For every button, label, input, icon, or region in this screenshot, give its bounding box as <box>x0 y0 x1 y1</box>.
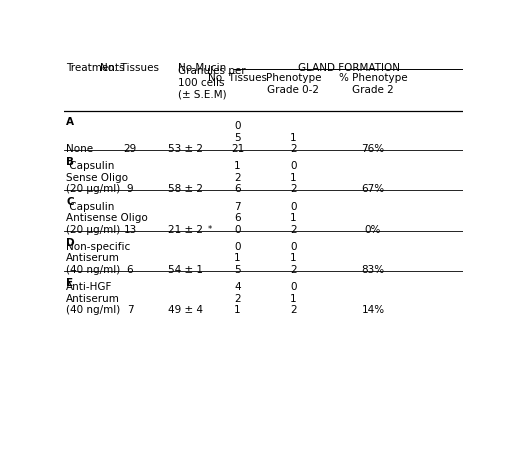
Text: 2: 2 <box>234 172 241 183</box>
Text: No. Tissues: No. Tissues <box>208 73 267 83</box>
Text: 13: 13 <box>123 224 137 234</box>
Text: 1: 1 <box>290 293 297 303</box>
Text: E: E <box>66 277 74 287</box>
Text: 14%: 14% <box>361 304 384 314</box>
Text: 67%: 67% <box>361 184 384 194</box>
Text: None: None <box>66 144 94 154</box>
Text: 0: 0 <box>234 121 241 131</box>
Text: 83%: 83% <box>361 264 384 274</box>
Text: 21 ± 2: 21 ± 2 <box>168 224 203 234</box>
Text: GLAND FORMATION: GLAND FORMATION <box>298 63 400 73</box>
Text: 2: 2 <box>290 184 297 194</box>
Text: (20 µg/ml): (20 µg/ml) <box>66 224 120 234</box>
Text: Antiserum: Antiserum <box>66 293 120 303</box>
Text: 1: 1 <box>290 172 297 183</box>
Text: (40 ng/ml): (40 ng/ml) <box>66 304 120 314</box>
Text: 0: 0 <box>290 241 297 251</box>
Text: 7: 7 <box>126 304 133 314</box>
Text: Treatments: Treatments <box>66 63 125 73</box>
Text: Antiserum: Antiserum <box>66 253 120 263</box>
Text: 6: 6 <box>126 264 133 274</box>
Text: 54 ± 1: 54 ± 1 <box>168 264 203 274</box>
Text: 1: 1 <box>234 304 241 314</box>
Text: D: D <box>66 237 75 247</box>
Text: 6: 6 <box>234 184 241 194</box>
Text: 1: 1 <box>234 253 241 263</box>
Text: 0: 0 <box>290 282 297 292</box>
Text: 2: 2 <box>290 264 297 274</box>
Text: 5: 5 <box>234 264 241 274</box>
Text: 2: 2 <box>234 293 241 303</box>
Text: 21: 21 <box>231 144 244 154</box>
Text: 6: 6 <box>234 213 241 223</box>
Text: 76%: 76% <box>361 144 384 154</box>
Text: 7: 7 <box>234 201 241 211</box>
Text: 49 ± 4: 49 ± 4 <box>168 304 203 314</box>
Text: 1: 1 <box>290 132 297 142</box>
Text: (40 ng/ml): (40 ng/ml) <box>66 264 120 274</box>
Text: Sense Oligo: Sense Oligo <box>66 172 128 183</box>
Text: No.Mucin: No.Mucin <box>178 63 226 73</box>
Text: No. Tissues: No. Tissues <box>100 63 159 73</box>
Text: C: C <box>66 197 74 207</box>
Text: Non-specific: Non-specific <box>66 241 131 251</box>
Text: 58 ± 2: 58 ± 2 <box>168 184 203 194</box>
Text: 9: 9 <box>126 184 133 194</box>
Text: B: B <box>66 157 74 167</box>
Text: 4: 4 <box>234 282 241 292</box>
Text: Phenotype
Grade 0-2: Phenotype Grade 0-2 <box>266 73 321 95</box>
Text: Capsulin: Capsulin <box>66 201 115 211</box>
Text: 0: 0 <box>290 201 297 211</box>
Text: Capsulin: Capsulin <box>66 161 115 171</box>
Text: Anti-HGF: Anti-HGF <box>66 282 113 292</box>
Text: A: A <box>66 117 74 127</box>
Text: 0: 0 <box>234 241 241 251</box>
Text: Antisense Oligo: Antisense Oligo <box>66 213 148 223</box>
Text: % Phenotype
Grade 2: % Phenotype Grade 2 <box>339 73 407 95</box>
Text: 0%: 0% <box>365 224 381 234</box>
Text: 1: 1 <box>290 253 297 263</box>
Text: 2: 2 <box>290 304 297 314</box>
Text: 2: 2 <box>290 224 297 234</box>
Text: Granules per
100 cells
(± S.E.M): Granules per 100 cells (± S.E.M) <box>178 66 245 99</box>
Text: *: * <box>208 225 212 234</box>
Text: 53 ± 2: 53 ± 2 <box>168 144 203 154</box>
Text: (20 µg/ml): (20 µg/ml) <box>66 184 120 194</box>
Text: 29: 29 <box>123 144 137 154</box>
Text: 1: 1 <box>290 213 297 223</box>
Text: 2: 2 <box>290 144 297 154</box>
Text: 0: 0 <box>234 224 241 234</box>
Text: 0: 0 <box>290 161 297 171</box>
Text: 1: 1 <box>234 161 241 171</box>
Text: 5: 5 <box>234 132 241 142</box>
